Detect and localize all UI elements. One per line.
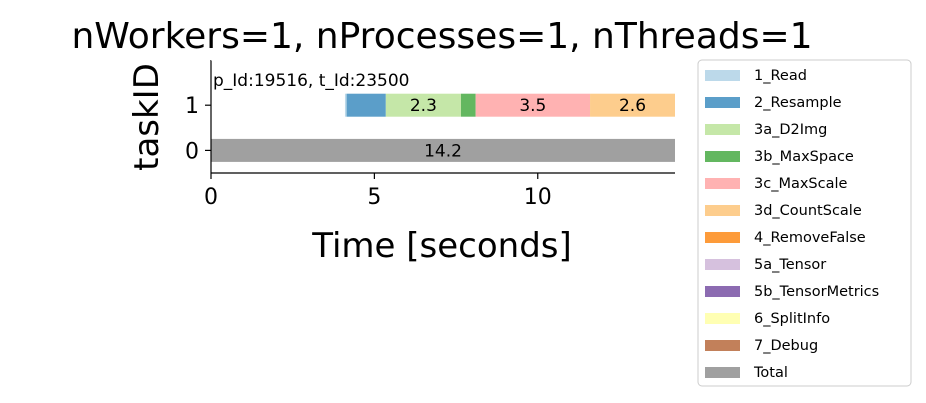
y-tick-label: 1 xyxy=(185,94,199,119)
legend-label: 3a_D2Img xyxy=(754,122,827,138)
x-tick-label: 5 xyxy=(367,185,381,210)
bar-value-label: 14.2 xyxy=(424,141,462,161)
legend-label: 5a_Tensor xyxy=(754,257,826,273)
chart-title: nWorkers=1, nProcesses=1, nThreads=1 xyxy=(71,16,812,57)
legend-swatch-6_SplitInfo xyxy=(705,313,740,324)
x-tick-label: 10 xyxy=(524,185,552,210)
legend-swatch-3b_MaxSpace xyxy=(705,151,740,162)
legend-swatch-5a_Tensor xyxy=(705,259,740,270)
bar-value-label: 3.5 xyxy=(519,96,546,116)
legend-swatch-7_Debug xyxy=(705,340,740,351)
plot-area: 2.3 3.5 2.6 14.2 p_Id:19516, t_Id:23500 0 5 1… xyxy=(185,59,675,210)
bar-value-label: 2.3 xyxy=(410,96,437,116)
legend-swatch-3a_D2Img xyxy=(705,124,740,135)
legend-swatch-Total xyxy=(705,367,740,378)
y-axis-label: taskID xyxy=(127,63,167,171)
bar-segment-task0-Total xyxy=(211,138,675,162)
legend-swatch-3c_MaxScale xyxy=(705,178,740,189)
process-thread-annotation: p_Id:19516, t_Id:23500 xyxy=(213,71,410,91)
bar-segment-task1-3a_D2Img xyxy=(385,93,461,117)
legend: 1_Read 2_Resample 3a_D2Img 3b_MaxSpace 3c_Ma… xyxy=(697,59,912,387)
legend-label: 1_Read xyxy=(754,68,807,84)
legend-label: 3b_MaxSpace xyxy=(754,149,854,165)
legend-label: 7_Debug xyxy=(754,338,818,354)
legend-swatch-5b_TensorMetrics xyxy=(705,286,740,297)
legend-swatch-2_Resample xyxy=(705,97,740,108)
legend-label: 2_Resample xyxy=(754,95,842,111)
y-tick-label: 0 xyxy=(185,139,199,164)
legend-label: 4_RemoveFalse xyxy=(754,230,866,246)
legend-label: 6_SplitInfo xyxy=(754,311,830,327)
legend-frame xyxy=(697,59,912,387)
bar-segment-task1-1_Read xyxy=(344,93,347,117)
legend-swatch-1_Read xyxy=(705,70,740,81)
bar-segment-task1-2_Resample xyxy=(346,93,386,117)
bars-layer xyxy=(211,93,675,162)
bar-labels-layer: 2.3 3.5 2.6 14.2 xyxy=(410,96,646,161)
legend-label: 3d_CountScale xyxy=(754,203,862,219)
legend-label: 3c_MaxScale xyxy=(754,176,848,192)
legend-items: 1_Read 2_Resample 3a_D2Img 3b_MaxSpace 3c_Ma… xyxy=(705,68,879,381)
x-tick-label: 0 xyxy=(204,185,218,210)
bar-value-label: 2.6 xyxy=(619,96,646,116)
legend-label: Total xyxy=(753,365,788,381)
bar-segment-task1-3d_CountScale xyxy=(590,93,675,117)
legend-label: 5b_TensorMetrics xyxy=(754,284,879,300)
bar-segment-task1-3c_MaxScale xyxy=(475,93,591,117)
x-axis-label: Time [seconds] xyxy=(311,226,572,266)
y-ticks: 01 xyxy=(185,94,211,164)
legend-swatch-4_RemoveFalse xyxy=(705,232,740,243)
bar-segment-task1-3b_MaxSpace xyxy=(460,93,476,117)
x-ticks: 0 5 10 xyxy=(204,173,552,210)
legend-swatch-3d_CountScale xyxy=(705,205,740,216)
